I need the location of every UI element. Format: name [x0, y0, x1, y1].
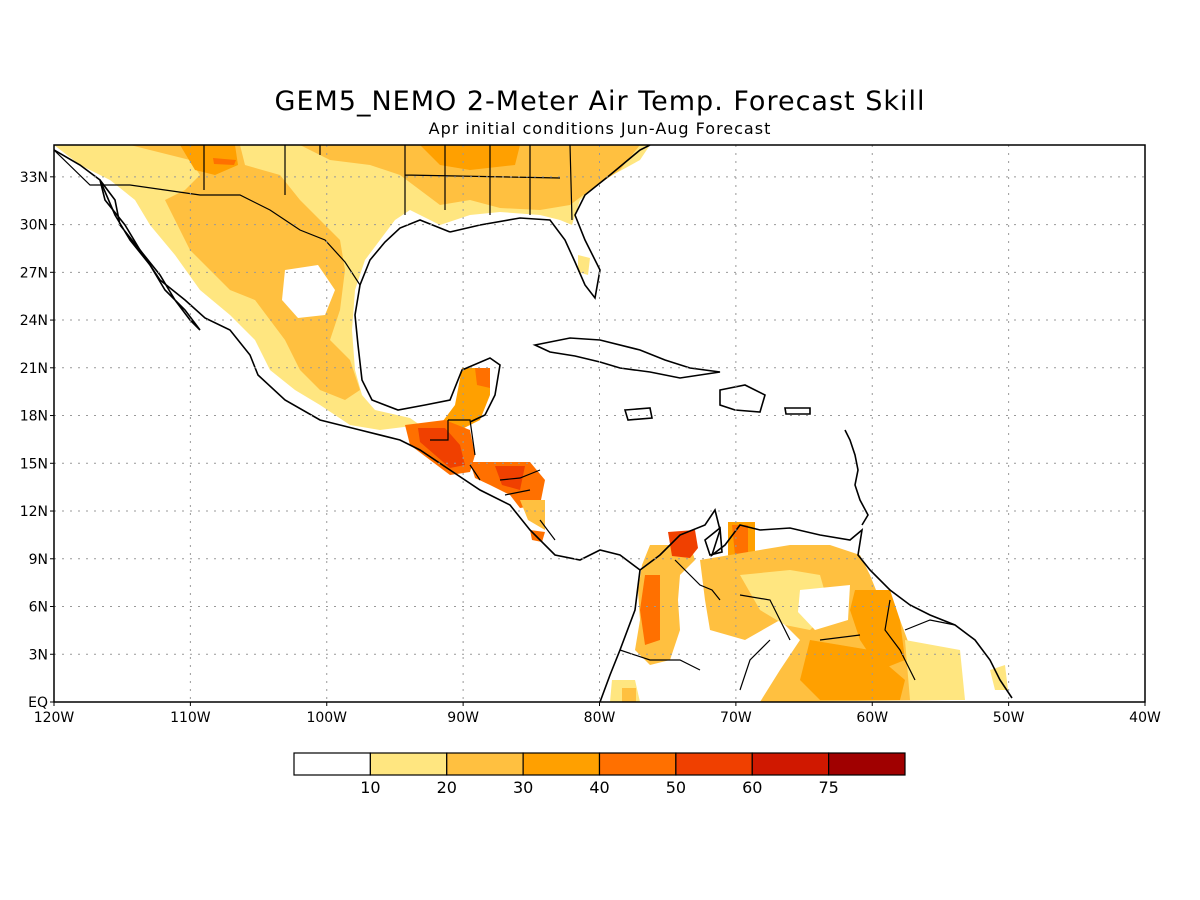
lat-tick-label: 12N: [20, 504, 48, 520]
coastline-cuba: [532, 337, 721, 379]
map-subtitle: Apr initial conditions Jun-Aug Forecast: [428, 119, 772, 138]
skill-area-mexico-plateau: [225, 255, 270, 300]
skill-area-sierra-high: [180, 145, 238, 175]
colorbar-label: 60: [742, 778, 762, 797]
coastline-puerto-rico: [784, 407, 811, 415]
lon-tick-label: 70W: [720, 710, 752, 726]
lat-tick-label: 33N: [20, 170, 48, 186]
colorbar-label: 40: [589, 778, 609, 797]
lat-tick-label: 3N: [29, 647, 48, 663]
colorbar-swatch: [828, 752, 906, 776]
lat-tick-label: EQ: [28, 695, 48, 711]
skill-area-amazon: [800, 640, 905, 700]
colorbar-label: 10: [360, 778, 380, 797]
skill-area-ecuador-high: [622, 688, 636, 702]
lon-tick-label: 120W: [34, 710, 75, 726]
colorbar-label: 30: [513, 778, 533, 797]
skill-area-white-patch: [798, 585, 850, 630]
skill-area-honduras-peak: [495, 466, 525, 490]
lon-tick-label: 90W: [447, 710, 479, 726]
coastline-baja: [99, 179, 201, 331]
colorbar-swatch: [598, 752, 677, 776]
lon-tick-label: 80W: [584, 710, 616, 726]
skill-area-caribbean-coast: [668, 530, 698, 558]
coastline-gulf: [354, 219, 501, 423]
skill-area-colombia-high: [640, 575, 660, 645]
grid-lines: [54, 145, 1145, 702]
colorbar-swatch: [369, 752, 448, 776]
colorbar-swatch: [293, 752, 371, 776]
border-us-mexico: [54, 149, 361, 286]
lat-tick-label: 9N: [29, 552, 48, 568]
colorbar-swatch: [522, 752, 601, 776]
colorbar: 10 20 30 40 50 60 75: [293, 752, 906, 797]
lon-tick-label: 40W: [1129, 710, 1161, 726]
coastline-lesser-antilles: [844, 429, 869, 526]
lat-tick-label: 30N: [20, 218, 48, 234]
skill-area-guatemala-peak: [418, 428, 465, 468]
lat-tick-label: 21N: [20, 361, 48, 377]
skill-area-nicaragua: [520, 500, 545, 530]
political-borders: [54, 145, 956, 691]
colorbar-label: 50: [666, 778, 686, 797]
colorbar-swatch: [446, 752, 524, 776]
lat-tick-label: 24N: [20, 313, 48, 329]
lon-tick-label: 50W: [993, 710, 1025, 726]
longitude-axis: 120W 110W 100W 90W 80W 70W 60W 50W 40W: [34, 702, 1161, 726]
lat-tick-label: 15N: [20, 456, 48, 472]
border-central-america: [430, 419, 556, 541]
coastline-south-america-north: [639, 508, 1013, 699]
lon-tick-label: 110W: [170, 710, 211, 726]
skill-area-white-gap: [282, 265, 335, 318]
border-south-america: [619, 559, 956, 691]
colorbar-swatch: [675, 752, 753, 776]
lon-tick-label: 60W: [856, 710, 888, 726]
latitude-axis: EQ 3N 6N 9N 12N 15N 18N 21N 24N 27N 30N 33N: [20, 170, 54, 711]
skill-area-florida: [578, 255, 590, 275]
skill-area-us-south: [300, 145, 640, 210]
skill-shading: [54, 145, 1008, 702]
lat-tick-label: 27N: [20, 265, 48, 281]
coastline-jamaica: [623, 407, 653, 421]
colorbar-label: 75: [818, 778, 838, 797]
coastline-us-gulf: [449, 145, 651, 300]
lat-tick-label: 18N: [20, 409, 48, 425]
map-title: GEM5_NEMO 2-Meter Air Temp. Forecast Ski…: [274, 86, 926, 117]
lon-tick-label: 100W: [306, 710, 347, 726]
skill-area-sierra-peak: [213, 158, 236, 165]
coastlines: [54, 145, 1013, 702]
coastline-venezuela-lake: [704, 526, 723, 556]
coastline-hispaniola: [719, 384, 766, 413]
lat-tick-label: 6N: [29, 600, 48, 616]
border-us-states: [203, 145, 573, 221]
skill-area-yucatan-high: [475, 368, 490, 388]
colorbar-swatch: [751, 752, 830, 776]
skill-area-amazon-light: [905, 640, 965, 700]
skill-area-guyana: [850, 590, 905, 670]
colorbar-label: 20: [437, 778, 457, 797]
skill-area-venezuela-peak: [732, 525, 748, 555]
